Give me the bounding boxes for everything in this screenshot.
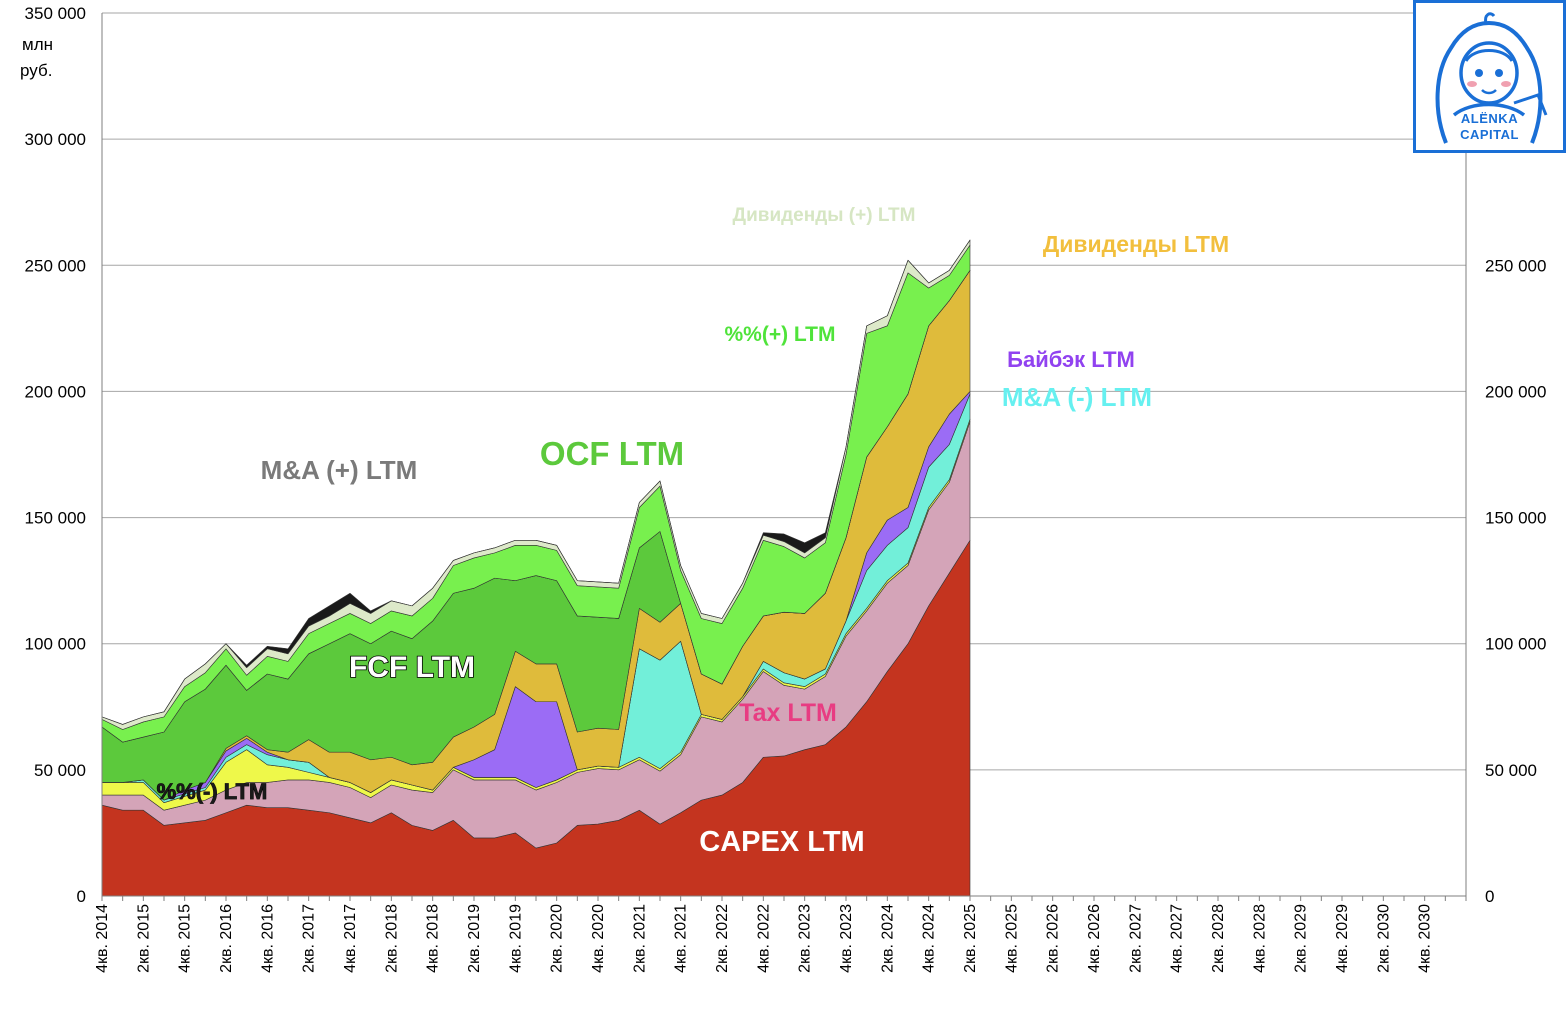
x-tick-label: 4кв. 2028 — [1251, 904, 1268, 973]
stacked-areas — [101, 239, 971, 897]
x-tick-label: 4кв. 2019 — [507, 904, 524, 973]
x-tick-label: 4кв. 2030 — [1417, 904, 1434, 973]
x-tick-label: 4кв. 2029 — [1334, 904, 1351, 973]
x-tick-label: 4кв. 2027 — [1169, 904, 1186, 973]
y-tick-label-left: 300 000 — [25, 130, 86, 149]
x-tick-label: 2кв. 2015 — [135, 904, 152, 973]
annotation-label: %%(-) LTM — [157, 779, 268, 804]
annotation-label: M&A (-) LTM — [1002, 382, 1152, 412]
annotation-label: FCF LTM — [349, 651, 475, 684]
x-tick-label: 4кв. 2015 — [177, 904, 194, 973]
y-tick-label-left: 250 000 — [25, 256, 86, 275]
y-tick-label-left: 200 000 — [25, 382, 86, 401]
area-m-a-ltm — [101, 239, 971, 725]
y-ticks-left: 0 50 000 100 000 150 000 200 000 250 000 300 0… — [25, 4, 86, 906]
x-tick-label: 2кв. 2030 — [1375, 904, 1392, 973]
x-tick-label: 4кв. 2020 — [590, 904, 607, 973]
annotation-label: %%(+) LTM — [724, 323, 835, 346]
y-tick-label-left: 150 000 — [25, 509, 86, 528]
y-tick-label-left: 350 000 — [25, 4, 86, 23]
x-tick-label: 4кв. 2022 — [755, 904, 772, 973]
annotation-label: OCF LTM — [540, 435, 684, 472]
x-tick-label: 4кв. 2017 — [342, 904, 359, 973]
y-tick-label-right: 50 000 — [1485, 761, 1537, 780]
x-tick-label: 2кв. 2024 — [879, 904, 896, 973]
annotation-label: Дивиденды (+) LTM — [733, 205, 916, 226]
y-tick-label-left: 0 — [77, 887, 86, 906]
annotation-label: Байбэк LTM — [1007, 347, 1135, 372]
x-tick-label: 4кв. 2014 — [94, 904, 111, 973]
x-tick-label: 4кв. 2026 — [1086, 904, 1103, 973]
y-tick-label-right: 0 — [1485, 887, 1494, 906]
axes — [101, 13, 1467, 901]
unit-label-line2: руб. — [20, 61, 52, 80]
x-tick-label: 2кв. 2025 — [962, 904, 979, 973]
x-tick-label: 2кв. 2020 — [549, 904, 566, 973]
annotations: M&A (+) LTM OCF LTM FCF LTM %%(+) LTM Дивиде… — [156, 205, 1229, 858]
x-tick-label: 2кв. 2023 — [797, 904, 814, 973]
annotation-label: Дивиденды LTM — [1043, 231, 1229, 257]
logo-line1: ALЁNKA — [1460, 111, 1519, 126]
y-tick-label-right: 200 000 — [1485, 382, 1546, 401]
x-tick-label: 2кв. 2019 — [466, 904, 483, 973]
y-ticks-right: 0 50 000 100 000 150 000 200 000 250 000 — [1485, 256, 1546, 906]
x-tick-label: 2кв. 2018 — [383, 904, 400, 973]
y-tick-label-right: 250 000 — [1485, 256, 1546, 275]
logo-line2: CAPITAL — [1460, 127, 1519, 142]
y-tick-label-right: 100 000 — [1485, 635, 1546, 654]
x-tick-label: 4кв. 2021 — [673, 904, 690, 973]
x-tick-label: 2кв. 2028 — [1210, 904, 1227, 973]
annotation-label: M&A (+) LTM — [261, 455, 418, 485]
x-tick-label: 2кв. 2021 — [631, 904, 648, 973]
x-tick-label: 2кв. 2029 — [1293, 904, 1310, 973]
x-tick-label: 2кв. 2027 — [1127, 904, 1144, 973]
x-tick-label: 2кв. 2026 — [1045, 904, 1062, 973]
annotation-label: Tax LTM — [739, 699, 837, 727]
alenka-capital-logo: ALЁNKA CAPITAL — [1413, 0, 1566, 153]
x-tick-label: 4кв. 2023 — [838, 904, 855, 973]
x-tick-label: 2кв. 2022 — [714, 904, 731, 973]
x-tick-label: 4кв. 2018 — [425, 904, 442, 973]
unit-label-line1: млн — [22, 35, 53, 54]
y-tick-label-right: 150 000 — [1485, 509, 1546, 528]
x-tick-label: 4кв. 2024 — [921, 904, 938, 973]
x-tick-label: 4кв. 2016 — [259, 904, 276, 973]
y-tick-label-left: 50 000 — [34, 761, 86, 780]
annotation-label: CAPEX LTM — [699, 826, 864, 858]
x-tick-label: 2кв. 2017 — [301, 904, 318, 973]
x-tick-label: 2кв. 2016 — [218, 904, 235, 973]
y-tick-label-left: 100 000 — [25, 635, 86, 654]
x-ticks: 4кв. 2014 2кв. 2015 4кв. 2015 2кв. 2016 4кв.… — [94, 904, 1434, 973]
x-tick-label: 4кв. 2025 — [1003, 904, 1020, 973]
matryoshka-icon — [1435, 12, 1548, 144]
